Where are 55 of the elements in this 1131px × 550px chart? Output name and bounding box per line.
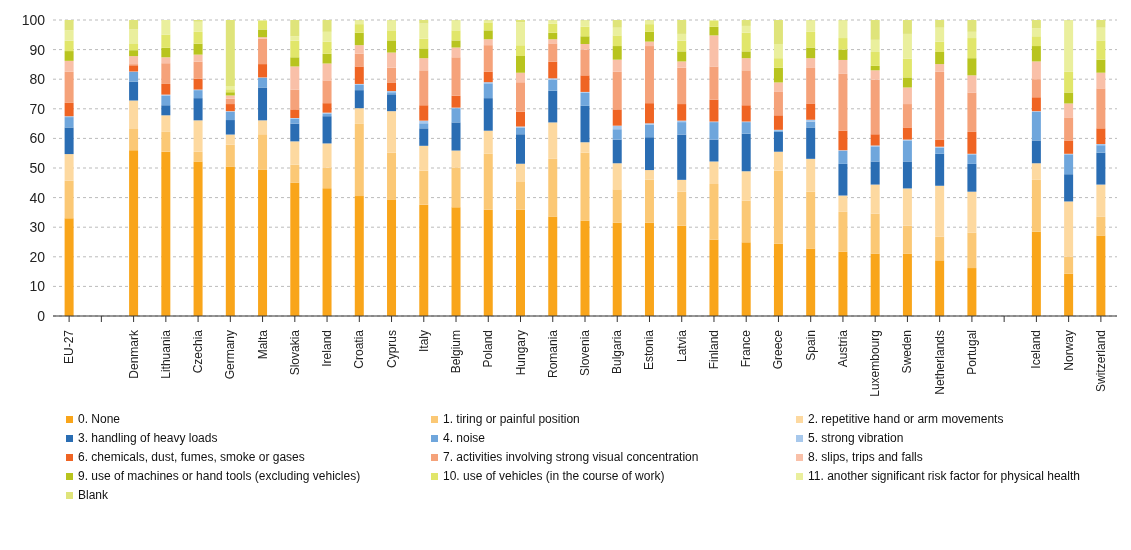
legend-label: 4. noise [443, 431, 487, 445]
x-tick-label: Latvia [674, 329, 689, 363]
x-tick-label: Czechia [191, 329, 206, 374]
legend-label: 10. use of vehicles (in the course of work) [443, 469, 666, 483]
legend-label: 6. chemicals, dust, fumes, smoke or gases [78, 450, 306, 464]
legend-label: 0. None [78, 412, 122, 426]
x-tick-label: Hungary [513, 330, 528, 376]
x-tick-label: EU-27 [62, 329, 77, 365]
y-tick-label: 100 [21, 11, 46, 28]
y-tick-label: 20 [29, 248, 46, 265]
x-tick-label: Lithuania [158, 329, 173, 379]
x-tick-label: Slovakia [287, 329, 302, 376]
x-tick-label: Luxembourg [868, 330, 883, 397]
x-tick-label: Malta [255, 329, 270, 360]
x-tick-label: Cyprus [384, 330, 399, 369]
x-tick-label: France [739, 329, 754, 368]
x-tick-label: Bulgaria [610, 329, 625, 375]
legend-label: 9. use of machines or hand tools (excluding vehicles) [78, 469, 362, 483]
x-tick-label: Austria [835, 329, 850, 368]
legend-label: 1. tiring or painful position [443, 412, 581, 426]
x-tick-label: Romania [545, 329, 560, 379]
x-tick-label: Poland [481, 330, 496, 368]
y-tick-label: 60 [29, 130, 46, 147]
x-tick-label: Italy [416, 330, 431, 353]
x-tick-label: Estonia [642, 329, 657, 371]
x-tick-label: Switzerland [1093, 330, 1108, 393]
legend-label: 8. slips, trips and falls [808, 450, 924, 464]
x-tick-label: Norway [1061, 330, 1076, 371]
legend-label: 11. another significant risk factor for physical health [808, 469, 1081, 483]
x-tick-label: Belgium [449, 330, 464, 374]
y-tick-label: 40 [29, 189, 46, 206]
x-tick-label: Ireland [320, 330, 335, 367]
y-tick-label: 30 [29, 219, 46, 236]
y-tick-label: 10 [29, 278, 46, 295]
x-tick-label: Slovenia [578, 329, 592, 377]
y-tick-label: 0 [37, 307, 46, 324]
y-tick-label: 90 [29, 41, 46, 58]
legend-label: 2. repetitive hand or arm movements [808, 412, 1005, 426]
x-tick-label: Sweden [900, 330, 915, 374]
legend-label: Blank [78, 488, 110, 502]
x-tick-label: Portugal [964, 330, 979, 375]
legend-label: 7. activities involving strong visual concentration [443, 450, 700, 464]
x-tick-label: Iceland [1029, 330, 1044, 369]
x-tick-label: Greece [771, 329, 786, 370]
legend-label: 3. handling of heavy loads [78, 431, 219, 445]
x-tick-label: Netherlands [932, 330, 947, 395]
x-tick-label: Germany [223, 330, 238, 380]
y-tick-label: 80 [29, 71, 46, 88]
x-tick-label: Croatia [352, 329, 367, 369]
y-tick-label: 50 [29, 159, 46, 176]
x-tick-label: Spain [803, 330, 818, 361]
x-tick-label: Finland [706, 330, 721, 370]
y-tick-label: 70 [29, 100, 46, 117]
x-tick-label: Denmark [126, 329, 141, 379]
legend-label: 5. strong vibration [808, 431, 905, 445]
